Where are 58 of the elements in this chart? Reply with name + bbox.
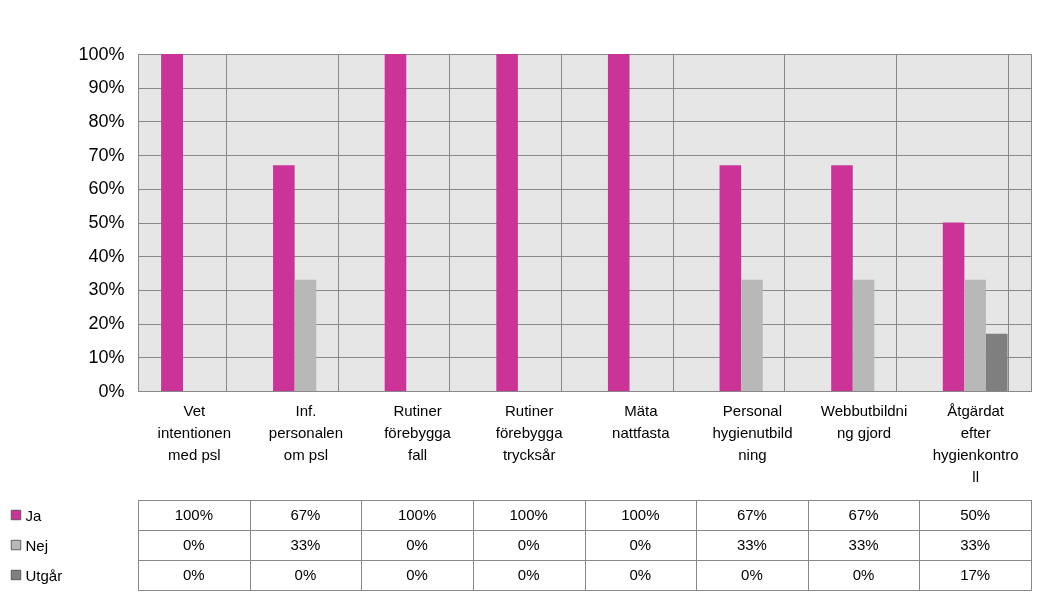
bar <box>161 54 184 391</box>
data-label: 0% <box>629 566 652 583</box>
y-tick-label: 90% <box>88 77 125 98</box>
bar <box>852 279 875 391</box>
data-label: 67% <box>848 506 879 523</box>
bar <box>741 279 763 391</box>
x-tick-label: Rutiner förebygga fall <box>384 401 452 463</box>
data-label: 100% <box>509 506 548 523</box>
x-tick-label: Rutiner förebygga trycksår <box>495 401 564 463</box>
data-label: 0% <box>182 536 205 553</box>
x-tick-label: Vet intentionen med psl <box>157 401 232 463</box>
data-label: 0% <box>294 566 317 583</box>
bar <box>273 165 295 391</box>
y-tick-label: 0% <box>98 380 125 401</box>
data-label: 0% <box>406 536 428 553</box>
data-label: 67% <box>736 506 767 523</box>
data-label: 0% <box>852 566 875 583</box>
y-tick-label: 60% <box>88 178 125 199</box>
y-tick-label: 80% <box>88 110 125 131</box>
data-label: 33% <box>848 536 879 553</box>
x-tick-label: Personal hygienutbildning <box>712 401 793 463</box>
data-label: 0% <box>406 566 428 583</box>
data-label: 0% <box>182 566 205 583</box>
bar <box>942 222 965 391</box>
data-label: 67% <box>290 506 321 523</box>
legend-label: Nej <box>25 536 49 554</box>
data-label: 100% <box>174 506 213 523</box>
data-label: 100% <box>621 506 660 523</box>
data-label: 50% <box>960 506 991 523</box>
data-label: 33% <box>960 536 991 553</box>
y-tick-label: 50% <box>88 212 125 232</box>
bar <box>496 54 518 391</box>
x-tick-label: Åtgärdat efter hygienkontroll <box>932 401 1019 485</box>
data-label: 17% <box>960 566 991 583</box>
legend-label: Ja <box>25 506 42 524</box>
x-tick-label: Inf. personalen om psl <box>268 401 344 463</box>
bar <box>719 165 742 391</box>
data-label: 0% <box>629 536 652 553</box>
bar <box>831 165 853 391</box>
y-tick-label: 30% <box>88 279 125 300</box>
bar <box>607 54 630 391</box>
legend-label: Utgår <box>25 566 63 584</box>
x-tick-label: Webbutbildning gjord <box>820 401 908 441</box>
y-tick-label: 70% <box>88 144 125 165</box>
data-label: 33% <box>736 536 767 553</box>
y-tick-label: 40% <box>88 245 125 266</box>
bar <box>294 279 317 391</box>
x-tick-label: Mäta nattfasta <box>612 401 671 441</box>
data-label: 0% <box>517 536 540 553</box>
data-label: 100% <box>397 506 437 523</box>
bar <box>964 279 986 391</box>
y-tick-label: 20% <box>88 313 125 334</box>
data-label: 0% <box>741 566 763 583</box>
y-tick-label: 10% <box>88 346 125 367</box>
data-label: 33% <box>290 536 321 553</box>
data-label: 0% <box>517 566 540 583</box>
y-tick-label: 100% <box>78 43 125 64</box>
bar <box>384 54 407 391</box>
